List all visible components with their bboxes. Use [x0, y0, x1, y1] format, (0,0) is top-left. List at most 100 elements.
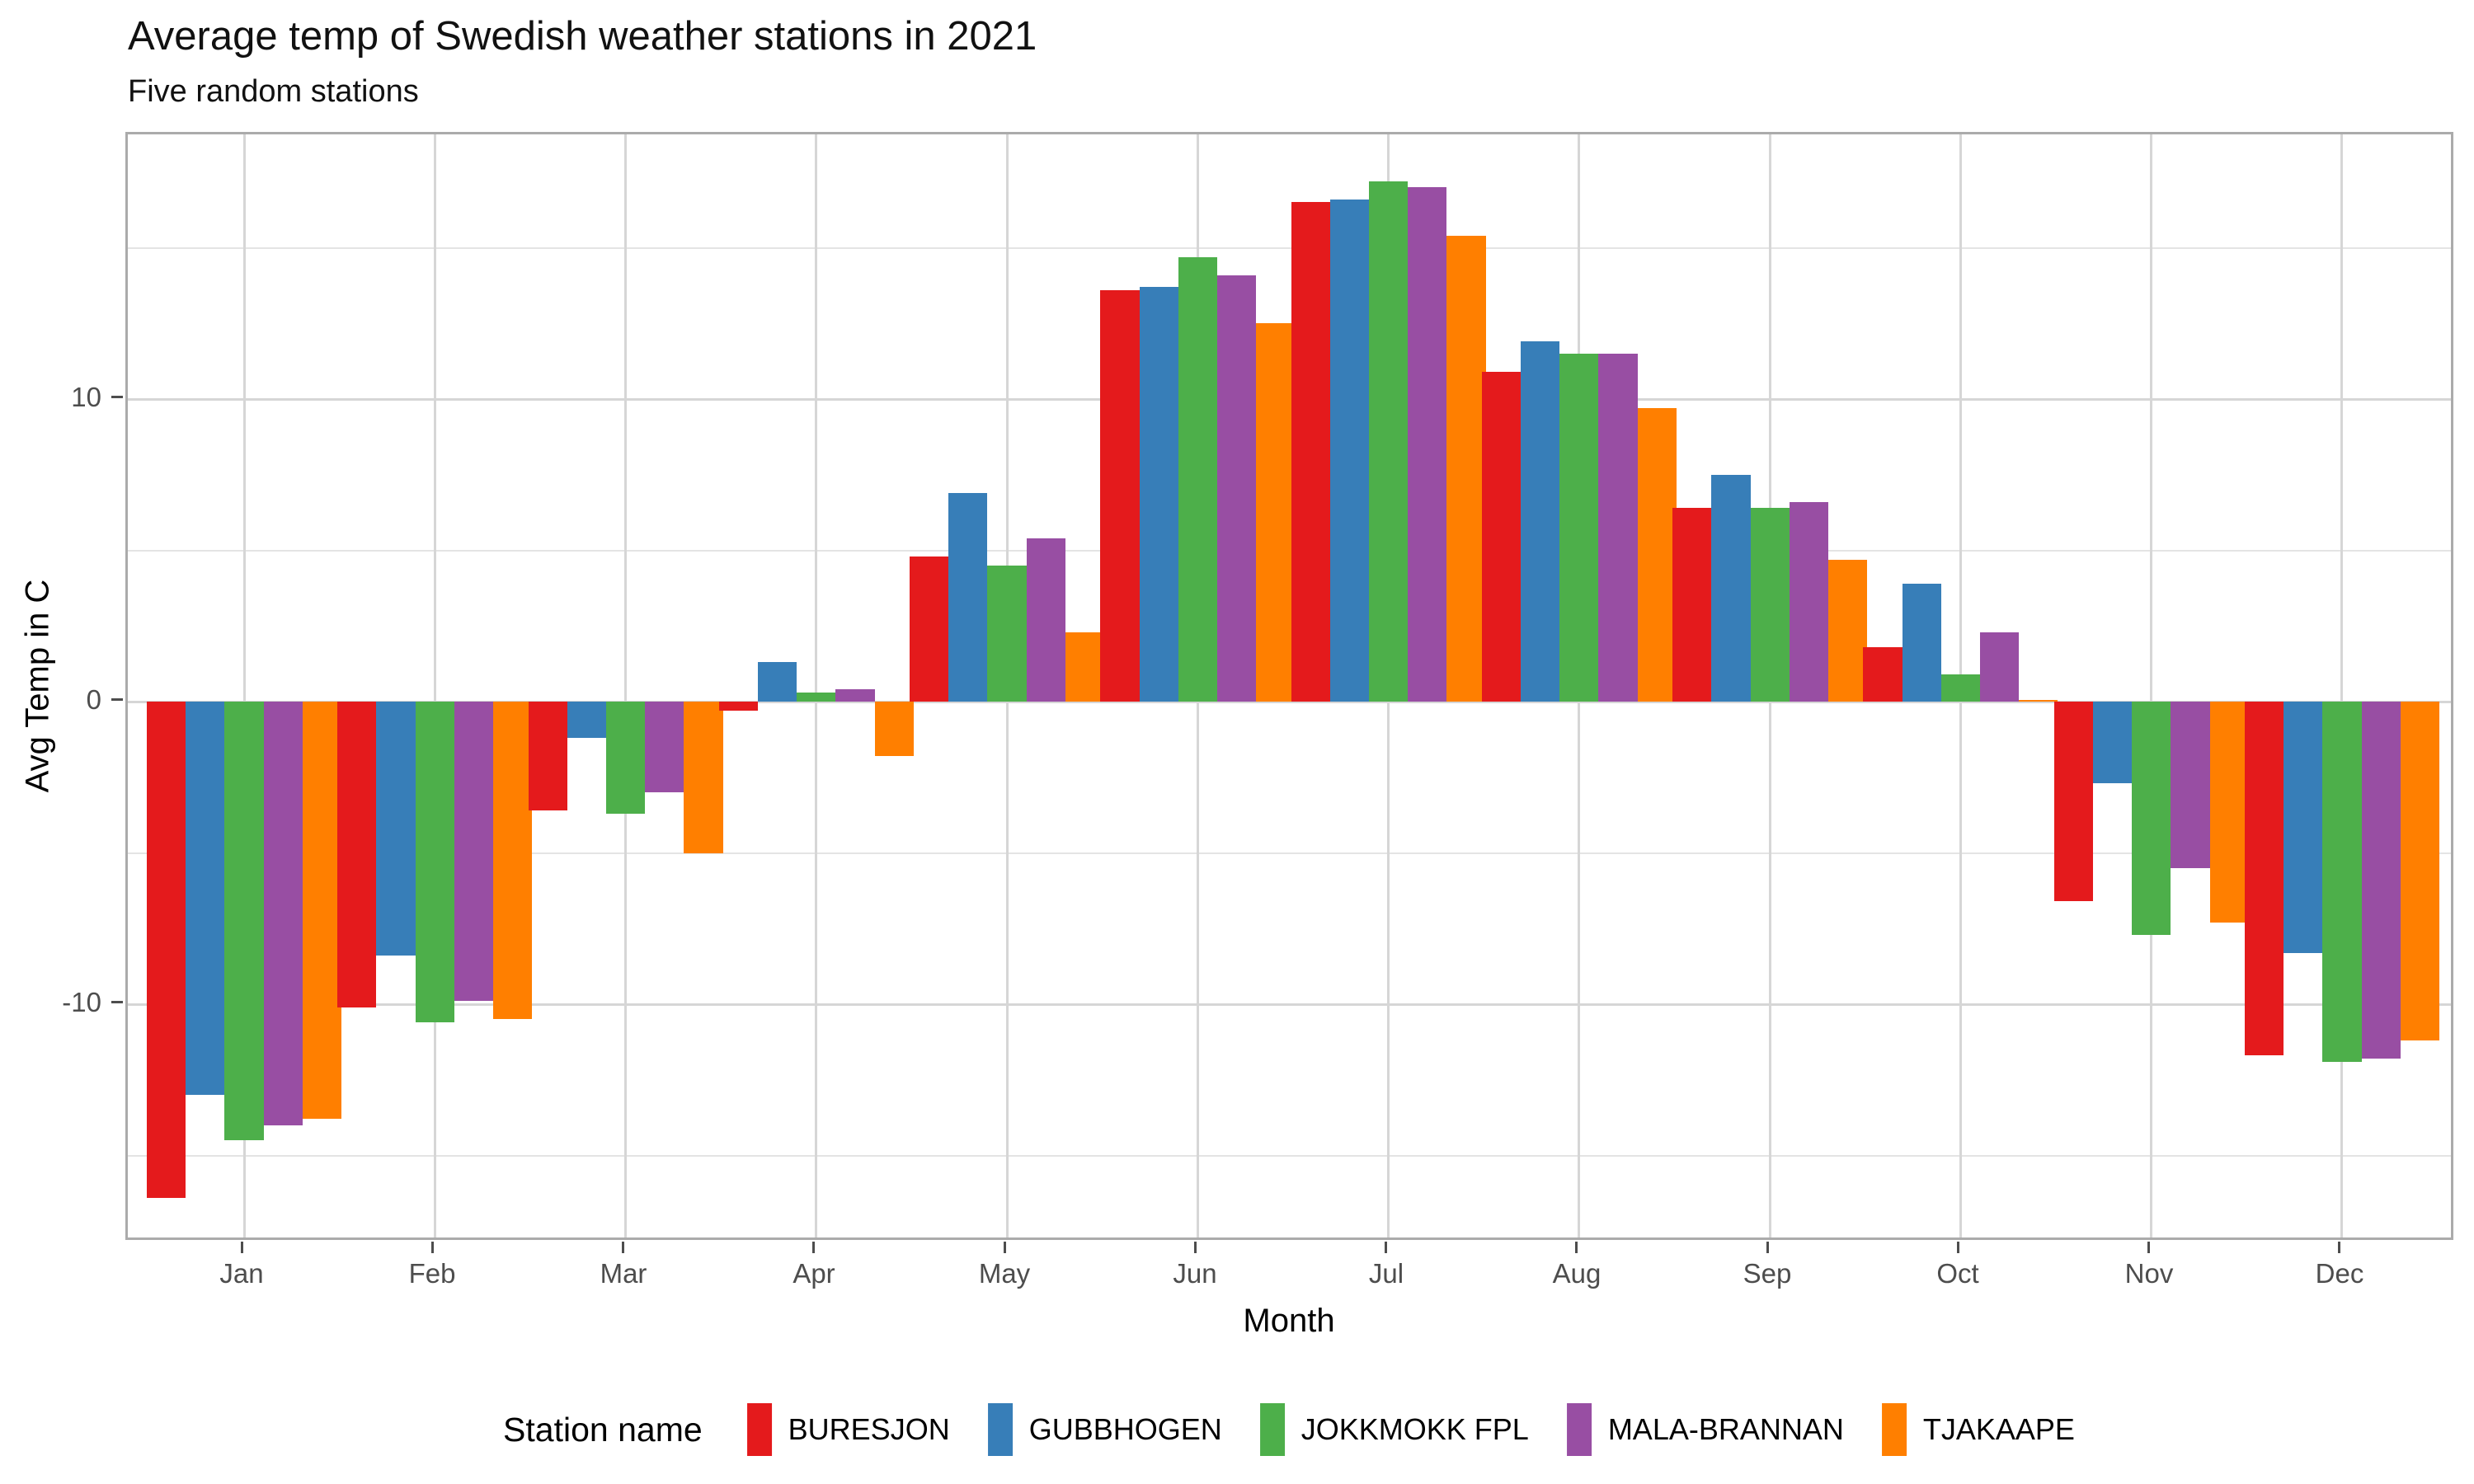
gridline-y--15: [128, 1155, 2451, 1157]
bar-Jun-JOKKMOKK FPL: [1178, 257, 1217, 702]
bar-Dec-TJAKAAPE: [2401, 702, 2439, 1040]
legend-label-TJAKAAPE: TJAKAAPE: [1922, 1412, 2075, 1446]
gridline-x-Nov: [2150, 134, 2152, 1237]
legend-item-MALA-BRANNAN: MALA-BRANNAN: [1566, 1403, 1844, 1456]
x-tick-label-Feb: Feb: [408, 1258, 456, 1289]
bar-Jul-MALA-BRANNAN: [1408, 187, 1446, 702]
legend-swatch-MALA-BRANNAN: [1566, 1403, 1592, 1456]
gridline-y--10: [128, 1003, 2451, 1006]
gridline-x-Mar: [624, 134, 627, 1237]
bar-Oct-TJAKAAPE: [2019, 700, 2058, 702]
y-tick-10: [111, 396, 123, 398]
y-tick-label-0: 0: [86, 684, 101, 715]
x-tick-Nov: [2147, 1242, 2150, 1253]
x-tick-label-Jun: Jun: [1173, 1258, 1217, 1289]
plot-title: Average temp of Swedish weather stations…: [128, 14, 1037, 59]
bar-Sep-TJAKAAPE: [1828, 560, 1867, 702]
y-tick-label-10: 10: [71, 382, 101, 412]
bar-Dec-GUBBHOGEN: [2284, 702, 2322, 953]
legend-swatch-TJAKAAPE: [1881, 1403, 1907, 1456]
bar-Jun-TJAKAAPE: [1256, 323, 1295, 702]
bar-May-JOKKMOKK FPL: [987, 566, 1027, 702]
legend-item-GUBBHOGEN: GUBBHOGEN: [987, 1403, 1222, 1456]
legend-label-GUBBHOGEN: GUBBHOGEN: [1028, 1412, 1222, 1446]
legend-item-BURESJON: BURESJON: [746, 1403, 950, 1456]
bar-Oct-BURESJON: [1863, 647, 1903, 702]
bar-Sep-MALA-BRANNAN: [1790, 502, 1828, 702]
bar-Nov-JOKKMOKK FPL: [2132, 702, 2171, 935]
bar-Aug-BURESJON: [1482, 372, 1521, 702]
y-axis-title: Avg Temp in C: [19, 579, 56, 793]
x-tick-Mar: [622, 1242, 624, 1253]
bar-Nov-BURESJON: [2054, 702, 2093, 901]
x-tick-label-Jan: Jan: [219, 1258, 264, 1289]
bar-Mar-BURESJON: [529, 702, 567, 810]
bar-Jun-MALA-BRANNAN: [1217, 275, 1256, 702]
x-tick-label-Jul: Jul: [1368, 1258, 1404, 1289]
legend-item-TJAKAAPE: TJAKAAPE: [1881, 1403, 2075, 1456]
bar-Apr-JOKKMOKK FPL: [797, 693, 835, 702]
gridline-x-Jan: [243, 134, 246, 1237]
x-tick-label-Nov: Nov: [2124, 1258, 2174, 1289]
bar-Mar-MALA-BRANNAN: [645, 702, 684, 792]
x-tick-label-May: May: [978, 1258, 1031, 1289]
legend-label-MALA-BRANNAN: MALA-BRANNAN: [1607, 1412, 1844, 1446]
x-tick-Jun: [1194, 1242, 1197, 1253]
legend-item-JOKKMOKK FPL: JOKKMOKK FPL: [1259, 1403, 1529, 1456]
bar-Jun-GUBBHOGEN: [1140, 287, 1178, 702]
x-tick-label-Aug: Aug: [1552, 1258, 1602, 1289]
legend-label-JOKKMOKK FPL: JOKKMOKK FPL: [1300, 1412, 1529, 1446]
bar-Feb-TJAKAAPE: [493, 702, 532, 1019]
bar-Apr-GUBBHOGEN: [758, 662, 797, 702]
bar-Jul-TJAKAAPE: [1446, 236, 1486, 702]
x-tick-Sep: [1766, 1242, 1769, 1253]
legend: Station name BURESJON GUBBHOGEN JOKKMOKK F…: [503, 1403, 2075, 1456]
bar-Feb-MALA-BRANNAN: [454, 702, 493, 1001]
bar-Nov-TJAKAAPE: [2210, 702, 2249, 923]
plot-subtitle: Five random stations: [128, 74, 419, 109]
bar-Sep-BURESJON: [1672, 508, 1711, 702]
x-tick-Aug: [1575, 1242, 1578, 1253]
bar-Dec-BURESJON: [2245, 702, 2284, 1055]
bar-Mar-JOKKMOKK FPL: [606, 702, 645, 814]
legend-label-BURESJON: BURESJON: [788, 1412, 950, 1446]
bar-Dec-JOKKMOKK FPL: [2322, 702, 2362, 1062]
x-tick-May: [1004, 1242, 1006, 1253]
y-tick--10: [111, 1001, 123, 1003]
bar-Jan-BURESJON: [147, 702, 186, 1198]
bar-May-BURESJON: [910, 556, 948, 702]
bar-Feb-GUBBHOGEN: [376, 702, 416, 956]
bar-May-GUBBHOGEN: [948, 493, 987, 702]
legend-swatch-GUBBHOGEN: [987, 1403, 1013, 1456]
x-tick-label-Apr: Apr: [793, 1258, 835, 1289]
gridline-y-15: [128, 247, 2451, 249]
gridline-y--5: [128, 852, 2451, 854]
x-tick-Oct: [1957, 1242, 1959, 1253]
bar-Jan-JOKKMOKK FPL: [224, 702, 264, 1140]
bar-Aug-JOKKMOKK FPL: [1559, 354, 1598, 702]
bar-Jul-GUBBHOGEN: [1330, 200, 1369, 702]
bar-Jun-BURESJON: [1100, 290, 1140, 702]
bar-Oct-MALA-BRANNAN: [1980, 632, 2019, 702]
bar-Jan-GUBBHOGEN: [186, 702, 224, 1095]
x-tick-Jul: [1385, 1242, 1387, 1253]
x-tick-label-Dec: Dec: [2315, 1258, 2364, 1289]
gridline-x-Apr: [815, 134, 817, 1237]
bar-Oct-GUBBHOGEN: [1903, 584, 1941, 702]
bar-Feb-BURESJON: [337, 702, 376, 1007]
x-tick-Jan: [241, 1242, 243, 1253]
bar-Nov-GUBBHOGEN: [2093, 702, 2132, 783]
bar-Jan-MALA-BRANNAN: [264, 702, 303, 1125]
bar-Aug-GUBBHOGEN: [1521, 341, 1559, 702]
gridline-y-0: [128, 701, 2451, 703]
bar-Feb-JOKKMOKK FPL: [416, 702, 454, 1022]
bar-Nov-MALA-BRANNAN: [2171, 702, 2210, 868]
bar-Aug-TJAKAAPE: [1638, 408, 1677, 702]
x-tick-Apr: [812, 1242, 815, 1253]
x-tick-label-Mar: Mar: [600, 1258, 647, 1289]
gridline-x-Dec: [2340, 134, 2343, 1237]
x-tick-label-Oct: Oct: [1936, 1258, 1979, 1289]
bar-Sep-GUBBHOGEN: [1711, 475, 1751, 702]
bar-Apr-TJAKAAPE: [875, 702, 914, 756]
